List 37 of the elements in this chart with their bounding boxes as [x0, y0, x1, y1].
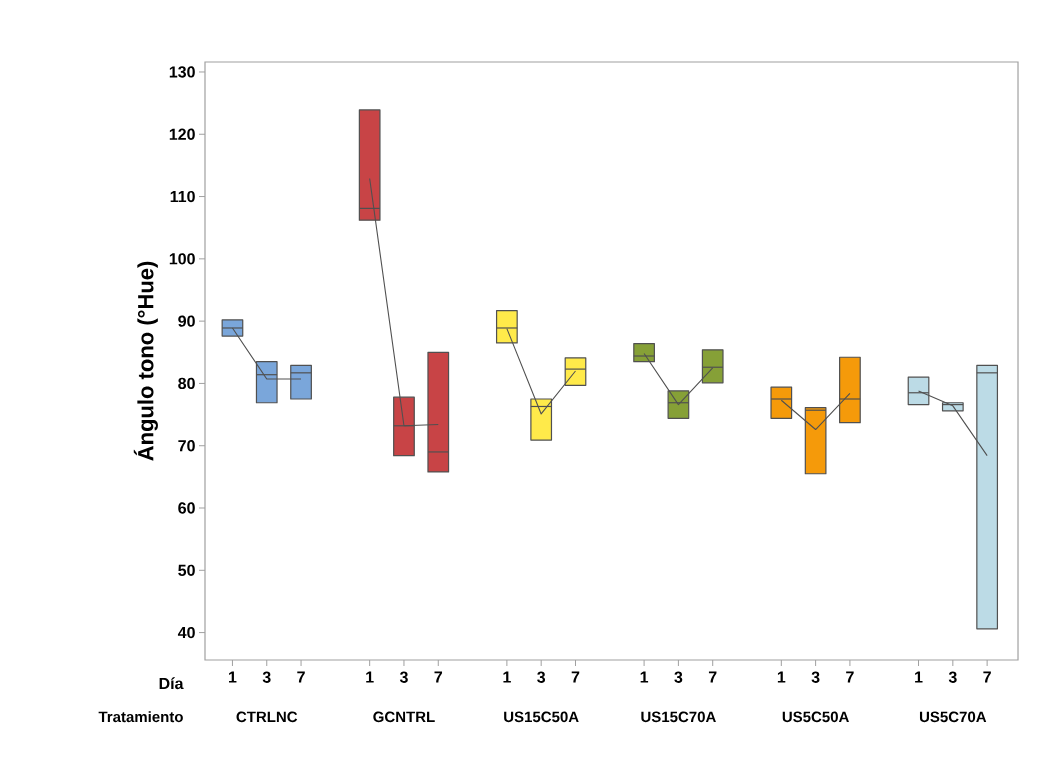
x-tick-label: 3 [537, 671, 546, 683]
x-tick-label: 7 [571, 671, 580, 683]
text: US15C50A [504, 711, 579, 723]
x-tick-label: 3 [674, 671, 683, 683]
y-tick-label: 40 [177, 626, 195, 639]
text: US5C70A [919, 711, 987, 723]
y-tick-label: 70 [178, 440, 195, 452]
x-tick-label: 7 [434, 671, 443, 683]
y-tick-label: 90 [178, 315, 195, 327]
y-tick-label: 60 [178, 502, 195, 514]
x-tick-label: 7 [983, 671, 991, 683]
text: US15C70A [641, 711, 716, 723]
x-axis-title: Tratamiento [98, 711, 183, 723]
y-tick-label: 100 [169, 253, 195, 265]
x-tick-label: 7 [708, 671, 717, 683]
x-tick-label: 7 [297, 671, 305, 683]
x-tick-label: 3 [811, 671, 820, 683]
x-tick-label: 7 [846, 671, 854, 683]
x-tick-label: 1 [229, 671, 237, 683]
y-tick-label: 110 [170, 190, 195, 203]
x-tick-label: 1 [366, 671, 374, 683]
text: CTRLNC [236, 711, 298, 723]
y-tick-label: 80 [178, 377, 195, 390]
x-tick-label: 3 [399, 671, 408, 683]
text: Día [159, 677, 184, 690]
y-axis-title: Ángulo tono (°Hue) [133, 261, 158, 461]
y-tick-label: 50 [178, 564, 195, 576]
x-tick-label: 3 [262, 671, 271, 683]
y-tick-label: 120 [169, 128, 195, 140]
text: US5C50A [782, 711, 849, 723]
x-tick-label: 3 [948, 671, 957, 683]
x-tick-label: 1 [915, 671, 923, 683]
text: GCNTRL [373, 711, 435, 723]
x-tick-label: 1 [777, 671, 786, 683]
x-tick-label: 1 [503, 671, 511, 683]
x-tick-label: 1 [640, 671, 649, 683]
y-tick-label: 130 [169, 66, 195, 78]
